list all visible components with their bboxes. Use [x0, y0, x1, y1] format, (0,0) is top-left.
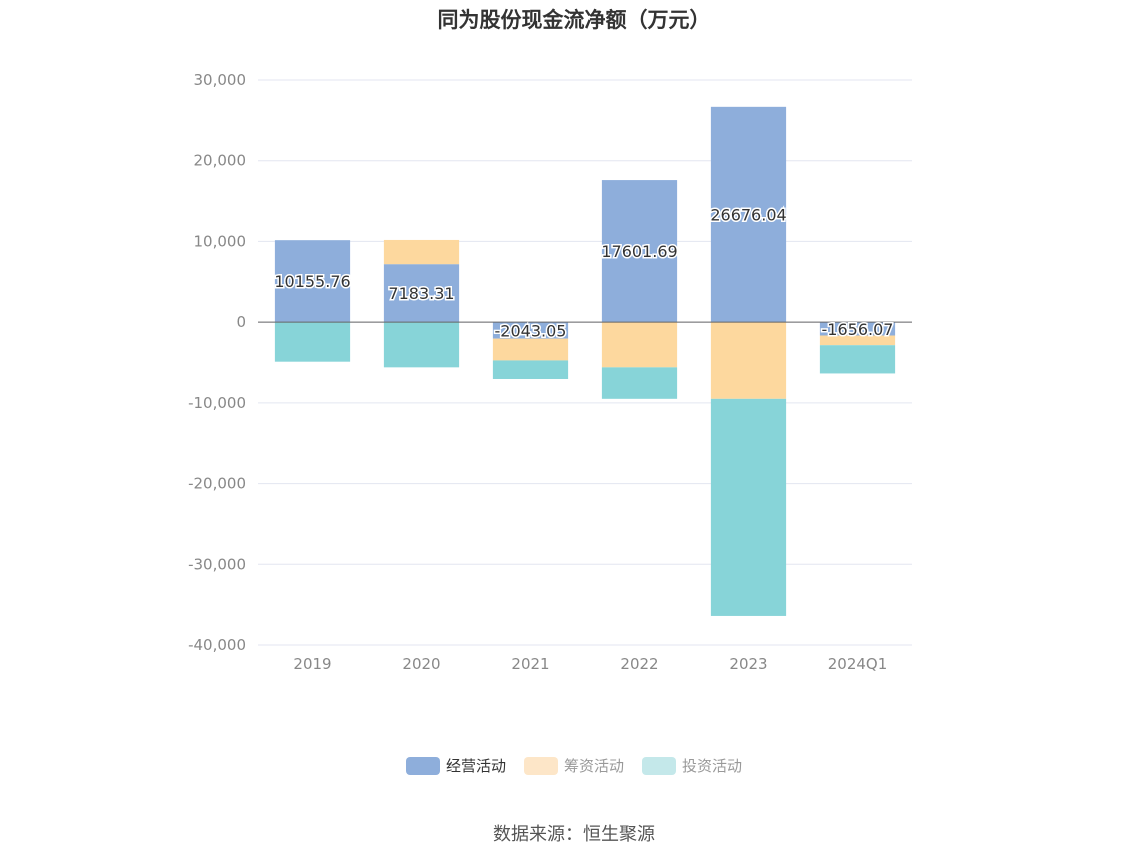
- bar-投资活动-2020: [383, 322, 460, 368]
- bar-筹资活动-2022: [601, 322, 678, 368]
- legend: 经营活动 筹资活动 投资活动: [0, 755, 1148, 776]
- legend-item-financing[interactable]: 筹资活动: [523, 755, 624, 776]
- y-tick-label: 30,000: [194, 71, 247, 89]
- data-label-2024Q1: -1656.07: [822, 320, 894, 339]
- data-label-2022: 17601.69: [601, 242, 677, 261]
- legend-swatch-investing: [642, 756, 676, 775]
- bar-经营活动-2020: [383, 264, 460, 323]
- y-tick-label: 20,000: [194, 152, 247, 170]
- bar-筹资活动-2021: [492, 338, 569, 361]
- x-tick-label: 2023: [729, 655, 767, 673]
- data-label-2021: -2043.05: [495, 321, 567, 340]
- data-label-2020: 7183.31: [388, 284, 454, 303]
- x-tick-label: 2019: [293, 655, 331, 673]
- data-label-2019: 10155.76: [274, 272, 350, 291]
- legend-swatch-operating: [405, 756, 440, 775]
- y-tick-label: 0: [236, 313, 246, 331]
- data-source: 数据来源：恒生聚源: [493, 824, 655, 845]
- bar-投资活动-2023: [710, 398, 787, 616]
- chart-title: 同为股份现金流净额（万元）: [437, 8, 711, 32]
- bar-经营活动-2019: [274, 240, 351, 323]
- legend-item-operating[interactable]: 经营活动: [405, 755, 506, 776]
- bar-投资活动-2024Q1: [819, 345, 896, 374]
- y-tick-label: -20,000: [188, 475, 246, 493]
- legend-label-investing: 投资活动: [682, 757, 743, 775]
- bar-投资活动-2019: [274, 322, 351, 362]
- bar-经营活动-2021: [492, 322, 569, 339]
- legend-swatch-financing: [523, 756, 558, 775]
- bar-投资活动-2021: [492, 360, 569, 379]
- bar-经营活动-2022: [601, 180, 678, 323]
- data-label-2023: 26676.04: [710, 205, 786, 224]
- x-tick-label: 2022: [620, 655, 658, 673]
- bar-筹资活动-2020: [383, 239, 460, 265]
- y-tick-label: -40,000: [188, 636, 246, 654]
- x-tick-label: 2021: [511, 655, 549, 673]
- y-tick-label: 10,000: [194, 232, 247, 250]
- bar-投资活动-2022: [601, 367, 678, 399]
- legend-label-financing: 筹资活动: [563, 757, 624, 775]
- bar-经营活动-2024Q1: [819, 322, 896, 336]
- y-tick-label: -30,000: [188, 555, 246, 573]
- bar-经营活动-2023: [710, 106, 787, 323]
- y-tick-label: -10,000: [188, 394, 246, 412]
- bar-筹资活动-2024Q1: [819, 335, 896, 346]
- legend-item-investing[interactable]: 投资活动: [642, 755, 742, 776]
- x-tick-label: 2024Q1: [828, 655, 888, 673]
- legend-label-operating: 经营活动: [445, 757, 506, 775]
- bar-筹资活动-2023: [710, 322, 787, 399]
- x-tick-label: 2020: [402, 655, 440, 673]
